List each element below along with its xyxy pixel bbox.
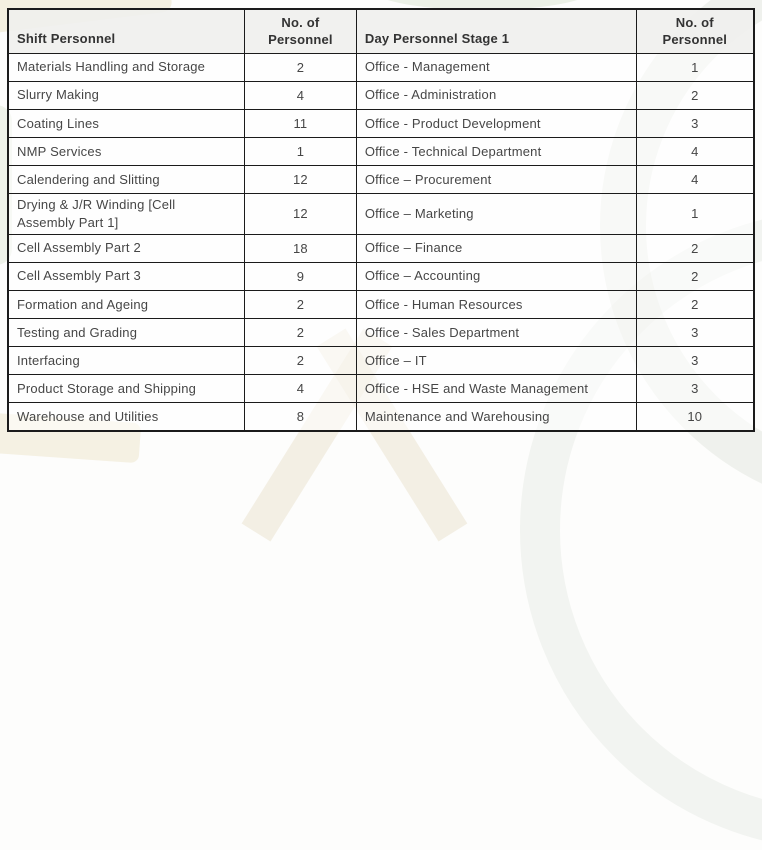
day-count-cell: 10 — [635, 402, 755, 432]
day-count-cell: 4 — [635, 165, 755, 195]
header-shift-personnel: Shift Personnel — [7, 8, 245, 54]
day-count-cell: 3 — [635, 374, 755, 404]
day-count-cell: 1 — [635, 52, 755, 82]
day-count-cell: 2 — [635, 80, 755, 110]
table-row: Testing and Grading 2 Office - Sales Dep… — [7, 317, 755, 348]
shift-cell: Cell Assembly Part 3 — [7, 261, 245, 291]
header-day-count: No. of Personnel — [635, 8, 755, 54]
table-row: Product Storage and Shipping 4 Office - … — [7, 374, 755, 404]
table-row: Formation and Ageing 2 Office - Human Re… — [7, 289, 755, 319]
shift-cell: Warehouse and Utilities — [7, 402, 245, 432]
shift-count-cell: 11 — [243, 108, 357, 138]
shift-count-cell: 9 — [243, 261, 357, 291]
shift-count-cell: 2 — [243, 317, 357, 348]
shift-cell: Coating Lines — [7, 108, 245, 138]
table-row: Coating Lines 11 Office - Product Develo… — [7, 108, 755, 138]
shift-cell: Slurry Making — [7, 80, 245, 110]
day-cell: Office – Marketing — [355, 193, 637, 235]
personnel-table: Shift Personnel No. of Personnel Day Per… — [7, 8, 755, 432]
day-count-cell: 1 — [635, 193, 755, 235]
day-cell: Office – Procurement — [355, 165, 637, 195]
shift-count-cell: 12 — [243, 193, 357, 235]
shift-count-cell: 2 — [243, 289, 357, 319]
day-cell: Office - Technical Department — [355, 136, 637, 167]
shift-cell: Interfacing — [7, 346, 245, 376]
day-cell: Office - Human Resources — [355, 289, 637, 319]
table-row: Interfacing 2 Office – IT 3 — [7, 346, 755, 376]
table-row: NMP Services 1 Office - Technical Depart… — [7, 136, 755, 167]
day-count-cell: 2 — [635, 289, 755, 319]
shift-cell: Product Storage and Shipping — [7, 374, 245, 404]
table-row: Materials Handling and Storage 2 Office … — [7, 52, 755, 82]
personnel-table-grid: Shift Personnel No. of Personnel Day Per… — [7, 8, 755, 432]
table-row: Calendering and Slitting 12 Office – Pro… — [7, 165, 755, 195]
day-cell: Office - Management — [355, 52, 637, 82]
table-header: Shift Personnel No. of Personnel Day Per… — [7, 8, 755, 54]
shift-cell: Materials Handling and Storage — [7, 52, 245, 82]
table-body: Materials Handling and Storage 2 Office … — [7, 52, 755, 432]
shift-count-cell: 2 — [243, 52, 357, 82]
table-row: Drying & J/R Winding [Cell Assembly Part… — [7, 193, 755, 235]
shift-count-cell: 1 — [243, 136, 357, 167]
header-day-personnel-stage1: Day Personnel Stage 1 — [355, 8, 637, 54]
table-row: Slurry Making 4 Office - Administration … — [7, 80, 755, 110]
table-row: Cell Assembly Part 3 9 Office – Accounti… — [7, 261, 755, 291]
header-shift-count: No. of Personnel — [243, 8, 357, 54]
day-cell: Office - HSE and Waste Management — [355, 374, 637, 404]
shift-cell: Testing and Grading — [7, 317, 245, 348]
table-row: Cell Assembly Part 2 18 Office – Finance… — [7, 233, 755, 263]
day-count-cell: 3 — [635, 108, 755, 138]
shift-count-cell: 2 — [243, 346, 357, 376]
shift-count-cell: 12 — [243, 165, 357, 195]
shift-cell: Calendering and Slitting — [7, 165, 245, 195]
shift-count-cell: 18 — [243, 233, 357, 263]
day-count-cell: 2 — [635, 233, 755, 263]
day-count-cell: 3 — [635, 317, 755, 348]
day-count-cell: 2 — [635, 261, 755, 291]
day-count-cell: 4 — [635, 136, 755, 167]
shift-cell: NMP Services — [7, 136, 245, 167]
day-cell: Office – Accounting — [355, 261, 637, 291]
table-row: Warehouse and Utilities 8 Maintenance an… — [7, 402, 755, 432]
shift-count-cell: 4 — [243, 374, 357, 404]
day-cell: Maintenance and Warehousing — [355, 402, 637, 432]
shift-cell: Drying & J/R Winding [Cell Assembly Part… — [7, 193, 245, 235]
shift-count-cell: 4 — [243, 80, 357, 110]
day-cell: Office – IT — [355, 346, 637, 376]
day-count-cell: 3 — [635, 346, 755, 376]
shift-cell: Cell Assembly Part 2 — [7, 233, 245, 263]
shift-cell: Formation and Ageing — [7, 289, 245, 319]
day-cell: Office - Administration — [355, 80, 637, 110]
day-cell: Office - Product Development — [355, 108, 637, 138]
header-row: Shift Personnel No. of Personnel Day Per… — [7, 8, 755, 54]
day-cell: Office – Finance — [355, 233, 637, 263]
shift-count-cell: 8 — [243, 402, 357, 432]
day-cell: Office - Sales Department — [355, 317, 637, 348]
